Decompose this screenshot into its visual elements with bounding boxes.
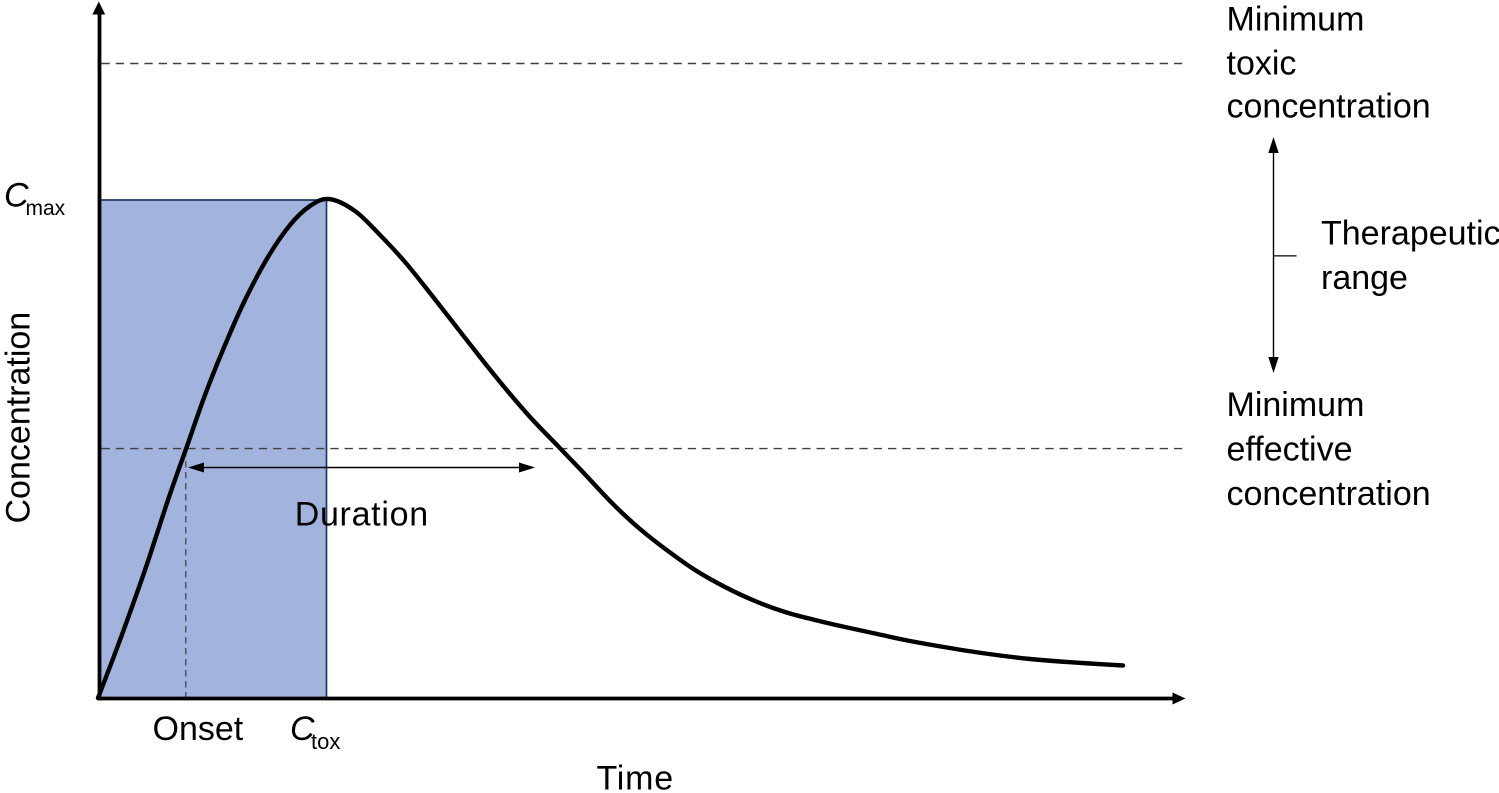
svg-text:effective: effective — [1227, 430, 1353, 468]
svg-text:Onset: Onset — [153, 710, 244, 748]
svg-text:Concentration: Concentration — [0, 312, 38, 524]
svg-text:Therapeutic: Therapeutic — [1321, 215, 1499, 253]
svg-text:max: max — [26, 197, 66, 220]
svg-text:concentration: concentration — [1227, 475, 1431, 513]
svg-text:C: C — [290, 710, 315, 748]
svg-text:Time: Time — [597, 760, 675, 793]
svg-text:range: range — [1321, 259, 1408, 297]
svg-text:Duration: Duration — [295, 496, 429, 534]
svg-text:concentration: concentration — [1227, 88, 1431, 126]
svg-text:Minimum: Minimum — [1227, 386, 1365, 424]
svg-text:toxic: toxic — [1227, 45, 1297, 83]
svg-text:C: C — [4, 177, 29, 215]
svg-text:Minimum: Minimum — [1227, 1, 1365, 39]
svg-text:tox: tox — [311, 729, 340, 754]
